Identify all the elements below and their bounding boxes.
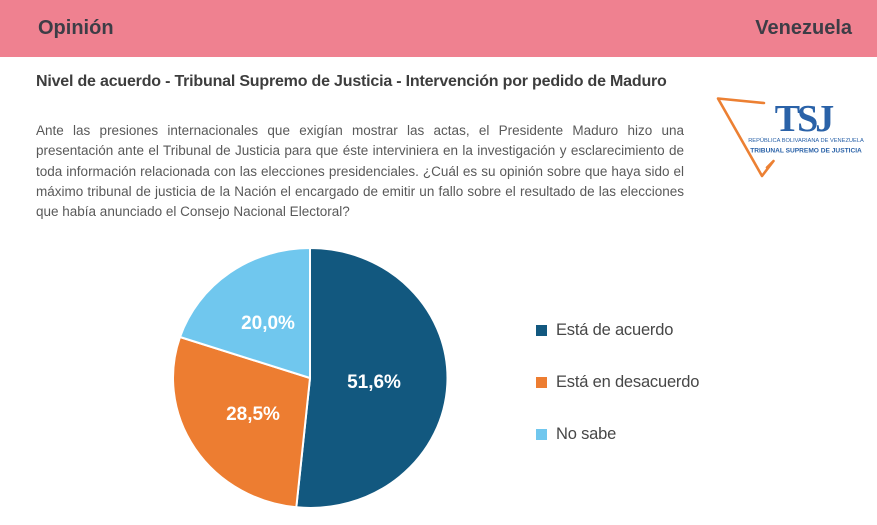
pie-label-no-sabe: 20,0% bbox=[241, 313, 295, 334]
legend-item-esta-de-acuerdo: Está de acuerdo bbox=[536, 319, 699, 341]
legend-item-esta-en-desacuerdo: Está en desacuerdo bbox=[536, 371, 699, 393]
country-label: Venezuela bbox=[755, 17, 852, 39]
tsj-acronym: TSJ bbox=[775, 98, 833, 140]
orange-check-icon bbox=[716, 97, 775, 178]
legend-label: Está de acuerdo bbox=[556, 320, 674, 339]
legend-label: Está en desacuerdo bbox=[556, 372, 700, 391]
pie-slice-esta-en-desacuerdo bbox=[172, 336, 311, 509]
pie-slice-no-sabe bbox=[179, 247, 311, 379]
header-band: Opinión Venezuela bbox=[0, 0, 877, 57]
tsj-line2: TRIBUNAL SUPREMO DE JUSTICIA bbox=[750, 148, 862, 155]
tsj-logo: TSJ REPÚBLICA BOLIVARIANA DE VENEZUELA T… bbox=[716, 97, 864, 178]
legend-swatch-light-blue bbox=[536, 429, 547, 440]
legend-item-no-sabe: No sabe bbox=[536, 423, 699, 445]
pie-chart: 51,6% 28,5% 20,0% bbox=[172, 246, 449, 509]
legend-swatch-dark-blue bbox=[536, 325, 547, 336]
chart-legend: Está de acuerdo Está en desacuerdo No sa… bbox=[536, 319, 699, 475]
section-title: Opinión bbox=[38, 17, 114, 39]
legend-label: No sabe bbox=[556, 424, 617, 443]
pie-label-esta-en-desacuerdo: 28,5% bbox=[226, 404, 280, 425]
pie-label-esta-de-acuerdo: 51,6% bbox=[347, 372, 401, 393]
pie-slice-esta-de-acuerdo bbox=[295, 246, 449, 509]
question-title: Nivel de acuerdo - Tribunal Supremo de J… bbox=[36, 73, 667, 90]
question-text: Ante las presiones internacionales que e… bbox=[36, 123, 684, 220]
legend-swatch-orange bbox=[536, 377, 547, 388]
tsj-line1: REPÚBLICA BOLIVARIANA DE VENEZUELA bbox=[748, 137, 864, 144]
